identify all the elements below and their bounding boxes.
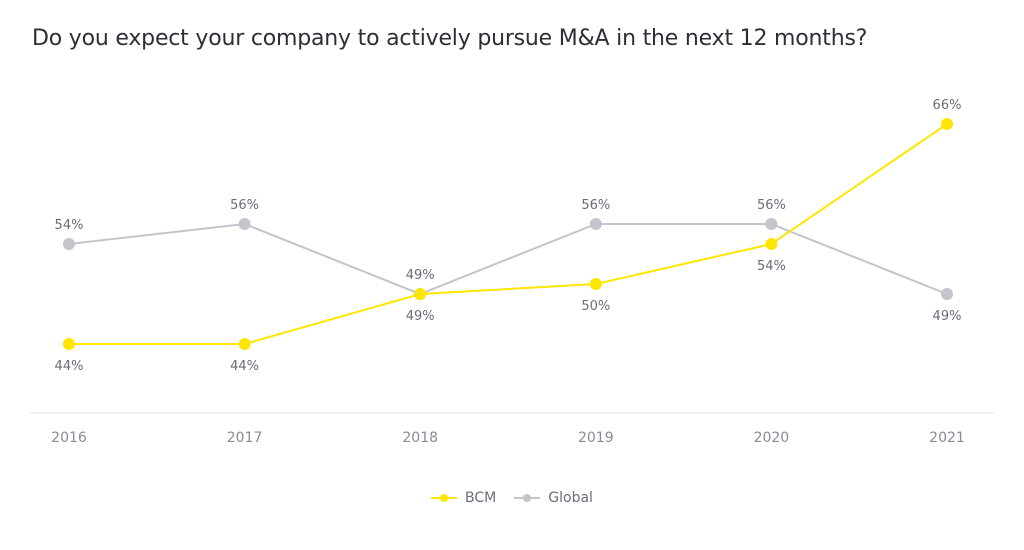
- data-label-global: 49%: [933, 309, 962, 324]
- data-label-bcm: 44%: [55, 359, 84, 374]
- data-label-bcm: 50%: [581, 299, 610, 314]
- data-label-bcm: 49%: [406, 309, 435, 324]
- series-points: [63, 118, 953, 350]
- x-tick-label: 2017: [227, 430, 263, 446]
- data-point-global: [765, 218, 778, 230]
- data-label-bcm: 54%: [757, 259, 786, 274]
- legend-item-bcm: BCM: [431, 490, 496, 506]
- data-label-global: 56%: [581, 198, 610, 213]
- data-label-bcm: 44%: [230, 359, 259, 374]
- legend-label: BCM: [465, 490, 497, 506]
- series-line-bcm: [69, 123, 948, 345]
- x-tick-label: 2018: [402, 430, 438, 446]
- legend-label: Global: [548, 490, 593, 506]
- data-point-global: [63, 238, 75, 250]
- data-point-global: [238, 218, 251, 230]
- data-point-global: [589, 218, 602, 230]
- data-point-bcm: [589, 278, 602, 290]
- data-point-bcm: [63, 338, 75, 350]
- x-tick-label: 2021: [929, 430, 965, 446]
- data-label-global: 54%: [55, 218, 84, 233]
- x-tick-label: 2016: [51, 430, 87, 446]
- data-label-global: 56%: [230, 198, 259, 213]
- legend: BCM Global: [0, 490, 1024, 506]
- series-lines: [68, 123, 948, 345]
- legend-item-global: Global: [514, 490, 593, 506]
- data-point-bcm: [765, 238, 778, 250]
- data-label-global: 49%: [406, 268, 435, 283]
- data-point-bcm: [238, 338, 251, 350]
- data-point-bcm: [414, 288, 427, 300]
- data-point-bcm: [941, 118, 953, 130]
- data-labels: 54% 56% 49% 56% 56% 49% 44% 44% 49% 50% 54% 66%: [55, 98, 962, 374]
- x-axis-ticks: 2016 2017 2018 2019 2020 2021: [51, 430, 965, 446]
- x-tick-label: 2020: [754, 430, 790, 446]
- data-point-global: [941, 288, 953, 300]
- data-label-global: 56%: [757, 198, 786, 213]
- legend-line-marker-icon: [431, 494, 458, 502]
- legend-line-marker-icon: [514, 494, 541, 502]
- chart-title: Do you expect your company to actively p…: [32, 26, 868, 51]
- x-tick-label: 2019: [578, 430, 614, 446]
- series-line-global: [68, 222, 948, 296]
- data-label-bcm: 66%: [933, 98, 962, 113]
